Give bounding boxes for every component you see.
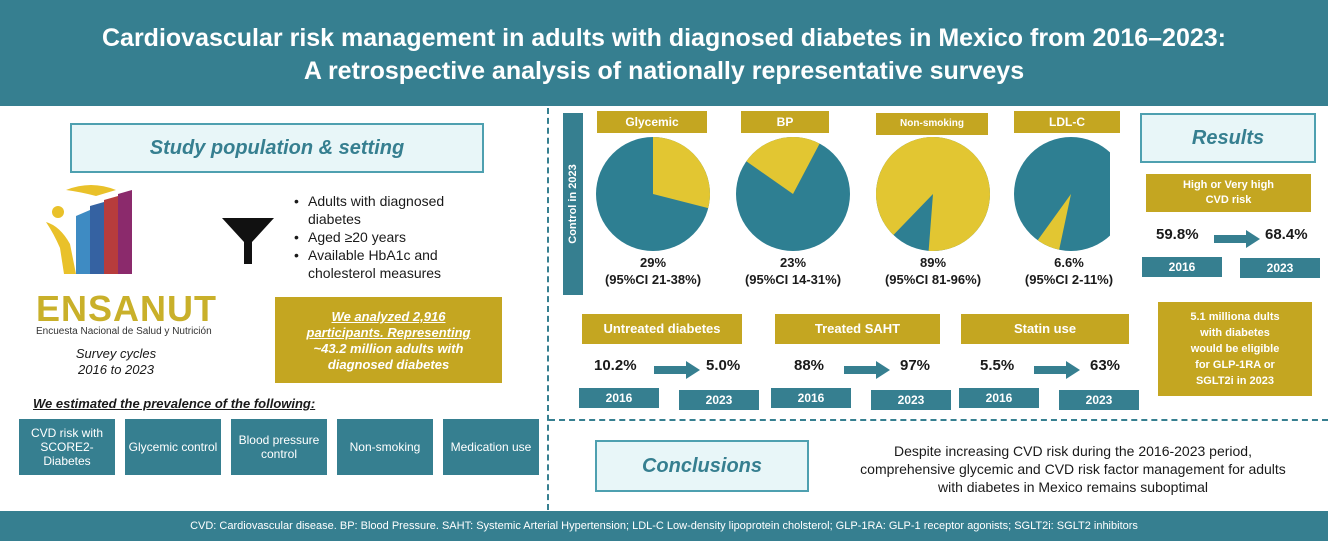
trend-from: 5.5% [980,357,1015,374]
outcome-label: CVD risk with SCORE2-Diabetes [30,426,103,468]
pie-value-slice [876,137,990,252]
pie-ci: (95%CI 14-31%) [744,272,842,287]
year-to: 2023 [871,390,951,410]
pie-value-slice [653,137,710,209]
arrow-right-icon [844,361,890,379]
ensanut-logo-icon [46,185,132,274]
trend-label: Statin use [961,314,1129,344]
pie-label: BP [741,111,829,133]
analyzed-line-4: diagnosed diabetes [327,357,450,372]
outcome-box: Blood pressure control [231,419,327,475]
outcome-label: Blood pressure control [238,433,320,461]
eligible-box: 5.1 milliona dults with diabetes would b… [1158,302,1312,396]
analyzed-line-1: We analyzed 2,916 [331,309,446,324]
study-title: Study population & setting [70,123,484,173]
arrow-right-icon [1034,361,1080,379]
risk-label: High or Very high CVD risk [1146,174,1311,212]
pie-ci: (95%CI 2-11%) [1024,272,1114,287]
trend-to: 5.0% [706,357,741,374]
trend-from: 88% [794,357,825,374]
pie-label: Non-smoking [876,113,988,135]
risk-label-line-2: CVD risk [1205,194,1252,206]
arrow-right-icon [1214,230,1260,248]
trend-to: 97% [900,357,931,374]
eligible-line-3: would be eligible [1190,343,1280,355]
trend-label: Treated SAHT [775,314,940,344]
conclusion-line-1: Despite increasing CVD risk during the 2… [894,443,1252,459]
funnel-icon [222,218,274,264]
year-from: 2016 [1142,257,1222,277]
pie-value: 29% (95%CI 21-38%) [588,254,718,288]
control-label-bar: Control in 2023 [563,113,583,295]
pie-rest-slice [1014,137,1110,251]
trend-from: 10.2% [594,357,637,374]
trend-to: 63% [1090,357,1121,374]
eligible-line-4: for GLP-1RA or [1195,359,1275,371]
criterion-item: Aged ≥20 years [294,228,474,246]
risk-to: 68.4% [1265,226,1308,243]
pie-percent: 89% [919,255,947,270]
pie-percent: 23% [779,255,807,270]
eligible-line-1: 5.1 milliona dults [1190,311,1280,323]
pie-percent: 29% [639,255,667,270]
year-from: 2016 [959,388,1039,408]
eligible-line-5: SGLT2i in 2023 [1195,375,1275,387]
footer-abbreviations: CVD: Cardiovascular disease. BP: Blood P… [0,511,1328,541]
outcome-box: Non-smoking [337,419,433,475]
horizontal-divider [549,419,1328,421]
conclusion-text: Despite increasing CVD risk during the 2… [838,442,1308,496]
pie-ci: (95%CI 81-96%) [884,272,982,287]
survey-cycles: Survey cycles 2016 to 2023 [56,346,176,378]
estimated-heading: We estimated the prevalence of the follo… [33,396,316,411]
risk-from: 59.8% [1156,226,1199,243]
conclusions-title: Conclusions [595,440,809,492]
conclusion-line-2: comprehensive glycemic and CVD risk fact… [860,461,1286,477]
analyzed-box: We analyzed 2,916 participants. Represen… [275,297,502,383]
ensanut-subtitle: Encuesta Nacional de Salud y Nutrición [36,326,212,337]
pie-value: 89% (95%CI 81-96%) [866,254,1000,288]
year-from: 2016 [579,388,659,408]
analyzed-line-2: participants. Representing [306,325,471,340]
conclusion-line-3: with diabetes in Mexico remains suboptim… [937,479,1208,495]
eligible-line-2: with diabetes [1200,327,1270,339]
title-line-2: A retrospective analysis of nationally r… [303,57,1025,85]
cycles-line-1: Survey cycles [75,346,157,361]
outcome-box: CVD risk with SCORE2-Diabetes [19,419,115,475]
pie-ci: (95%CI 21-38%) [604,272,702,287]
outcome-box: Glycemic control [125,419,221,475]
pie-value-slice [1037,194,1071,250]
pie-label: LDL-C [1014,111,1120,133]
pie-label: Glycemic [597,111,707,133]
vertical-divider [547,108,549,510]
arrow-right-icon [654,361,700,379]
outcome-label: Non-smoking [349,440,421,454]
pie-value-slice [746,137,820,194]
analyzed-line-3: ~43.2 million adults with [313,341,464,356]
criterion-item: Available HbA1c and cholesterol measures [294,246,474,282]
year-to: 2023 [679,390,759,410]
inclusion-criteria: Adults with diagnosed diabetes Aged ≥20 … [294,192,474,282]
risk-label-line-1: High or Very high [1182,179,1275,191]
header-banner: Cardiovascular risk management in adults… [0,0,1328,106]
year-to: 2023 [1059,390,1139,410]
results-title: Results [1140,113,1316,163]
year-to: 2023 [1240,258,1320,278]
pie-charts [596,137,1110,252]
outcome-box: Medication use [443,419,539,475]
outcome-label: Glycemic control [128,440,218,454]
control-label: Control in 2023 [567,164,579,244]
pie-value: 23% (95%CI 14-31%) [728,254,858,288]
criterion-item: Adults with diagnosed diabetes [294,192,474,228]
cycles-line-2: 2016 to 2023 [78,362,154,377]
year-from: 2016 [771,388,851,408]
trend-label: Untreated diabetes [582,314,742,344]
ensanut-wordmark: ENSANUT [36,288,218,329]
pie-percent: 6.6% [1054,255,1084,270]
outcome-label: Medication use [450,440,532,454]
title-line-1: Cardiovascular risk management in adults… [102,24,1226,52]
pie-value: 6.6% (95%CI 2-11%) [1004,254,1134,288]
